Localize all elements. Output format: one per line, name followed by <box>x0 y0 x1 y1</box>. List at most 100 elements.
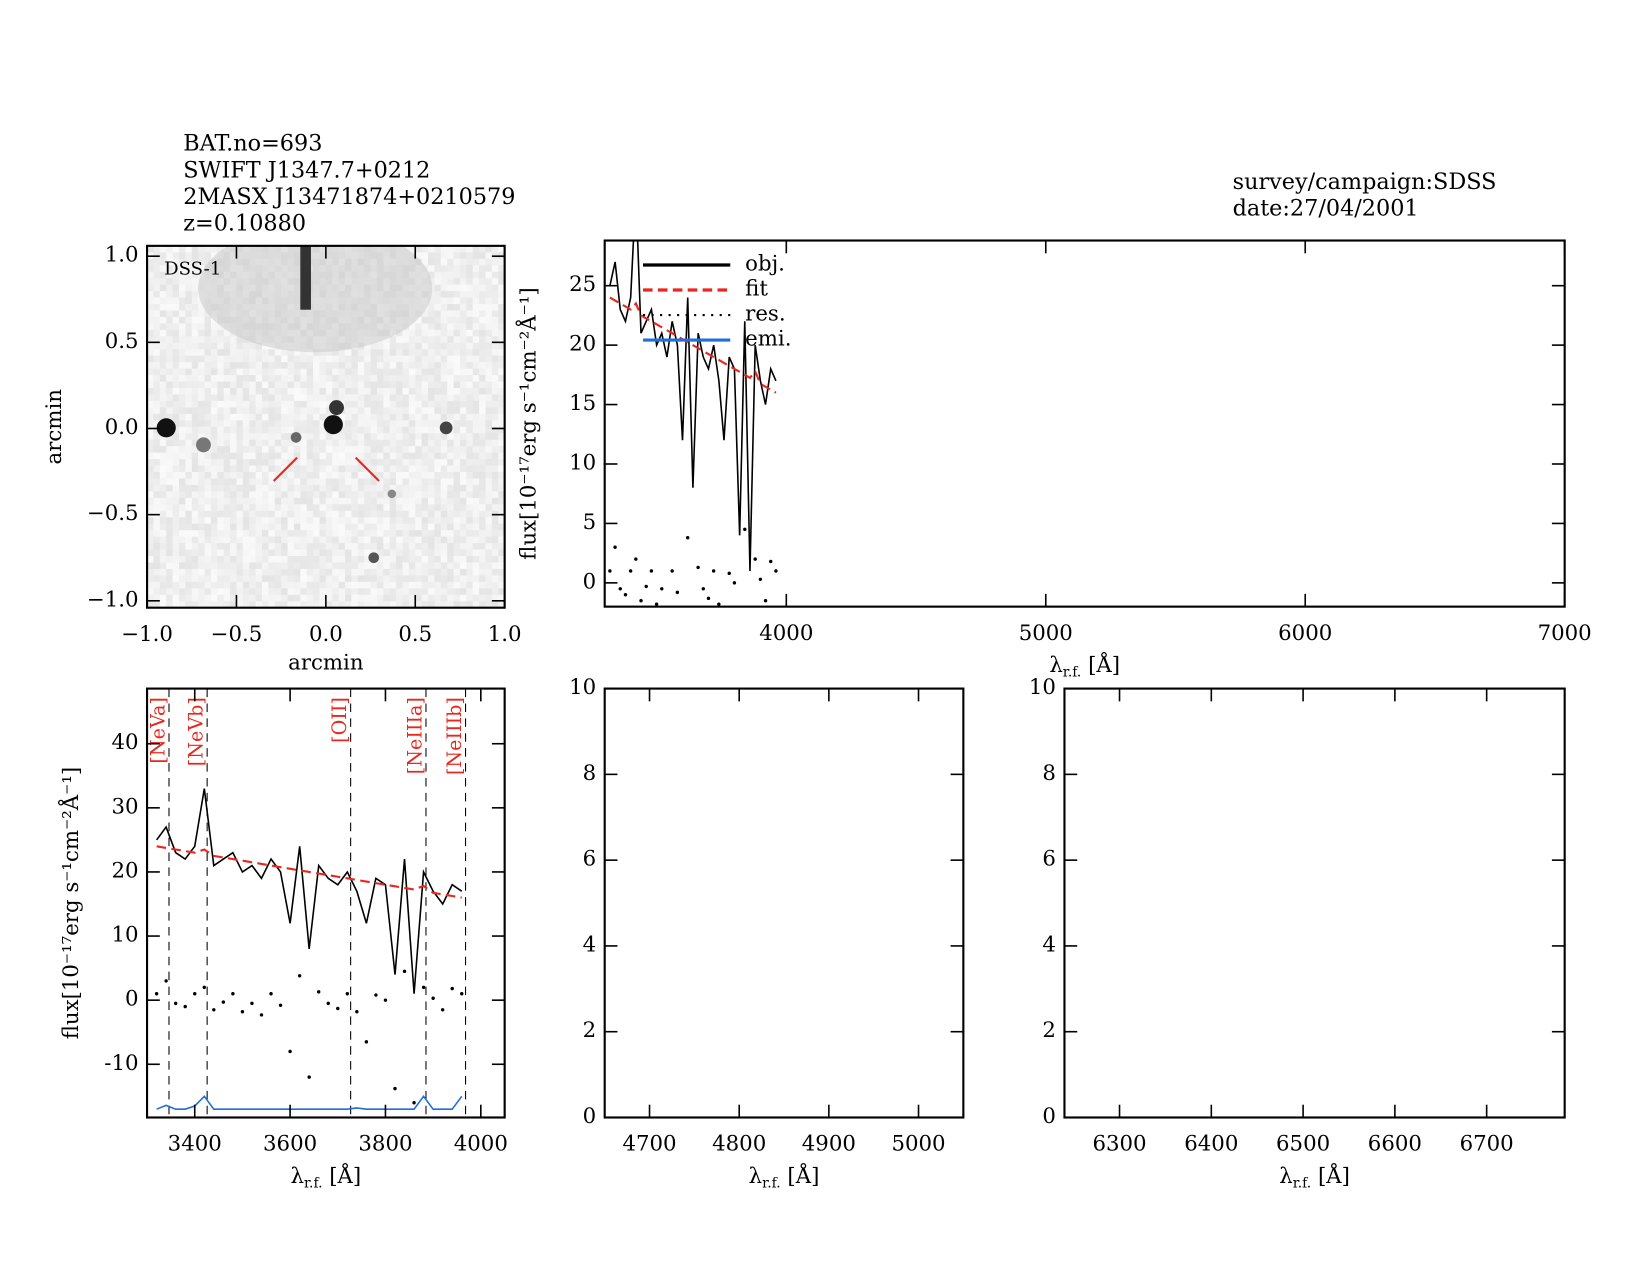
pixel <box>485 594 493 602</box>
pixel <box>313 362 321 370</box>
residual-point <box>717 602 721 606</box>
pixel <box>300 543 308 551</box>
pixel <box>447 297 455 305</box>
pixel <box>198 420 206 428</box>
pixel <box>178 426 186 434</box>
pixel <box>210 323 218 331</box>
pixel <box>147 459 154 467</box>
pixel <box>434 575 442 583</box>
pixel <box>242 362 250 370</box>
pixel <box>204 394 212 402</box>
pixel <box>396 420 404 428</box>
pixel <box>459 523 467 531</box>
pixel <box>415 433 423 441</box>
residual-point <box>696 565 700 570</box>
pixel <box>415 413 423 421</box>
pixel <box>351 413 359 421</box>
pixel <box>383 517 391 525</box>
pixel <box>191 381 199 389</box>
pixel <box>223 413 231 421</box>
pixel <box>172 433 180 441</box>
pixel <box>428 362 435 370</box>
pixel <box>447 394 455 402</box>
pixel <box>230 368 237 376</box>
pixel <box>261 504 269 512</box>
pixel <box>153 446 161 454</box>
pixel <box>153 491 161 499</box>
pixel <box>498 400 505 408</box>
residual-point <box>193 992 197 996</box>
pixel <box>274 562 282 570</box>
pixel <box>242 594 250 602</box>
pixel <box>485 459 493 467</box>
pixel <box>255 588 263 596</box>
pixel <box>453 601 461 608</box>
pixel <box>351 400 359 408</box>
pixel <box>172 291 180 299</box>
pixel <box>383 413 391 421</box>
pixel <box>383 465 391 473</box>
pixel <box>383 439 391 447</box>
residual-point <box>654 602 659 606</box>
pixel <box>498 258 505 266</box>
pixel <box>242 549 250 557</box>
pixel <box>415 342 423 350</box>
pixel <box>415 336 423 344</box>
pixel <box>204 556 212 564</box>
pixel <box>485 413 493 421</box>
pixel <box>440 556 448 564</box>
pixel <box>166 465 174 473</box>
pixel <box>281 556 289 564</box>
pixel <box>370 349 378 357</box>
pixel <box>242 420 250 428</box>
pixel <box>421 465 429 473</box>
pixel <box>159 556 167 564</box>
pixel <box>357 575 365 583</box>
pixel <box>166 601 174 608</box>
pixel <box>491 271 499 279</box>
pixel <box>408 446 416 454</box>
pixel <box>217 594 225 602</box>
pixel <box>440 304 448 311</box>
pixel <box>428 245 435 253</box>
pixel <box>153 310 161 318</box>
pixel <box>485 394 493 402</box>
pixel <box>498 497 505 505</box>
pixel <box>485 420 493 428</box>
pixel <box>479 523 487 531</box>
pixel <box>287 355 295 363</box>
pixel <box>178 439 186 447</box>
pixel <box>383 504 391 512</box>
pixel <box>415 459 423 467</box>
pixel <box>217 413 225 421</box>
pixel <box>281 381 289 389</box>
pixel <box>415 465 423 473</box>
pixel <box>159 536 167 544</box>
pixel <box>153 375 161 383</box>
x-label-unit: [Å] <box>322 1163 361 1189</box>
pixel <box>357 484 365 492</box>
pixel <box>498 355 505 363</box>
pixel <box>351 594 359 602</box>
pixel <box>364 581 372 589</box>
pixel <box>281 530 289 538</box>
pixel <box>459 297 467 305</box>
pixel <box>306 562 314 570</box>
pixel <box>332 388 340 395</box>
source <box>329 400 344 416</box>
x-label-unit: [Å] <box>1311 1163 1350 1189</box>
pixel <box>338 510 346 518</box>
pixel <box>485 355 493 363</box>
pixel <box>491 349 499 357</box>
pixel <box>319 562 327 570</box>
pixel <box>396 400 404 408</box>
pixel <box>242 472 250 479</box>
pixel <box>453 562 461 570</box>
pixel <box>223 472 231 479</box>
pixel <box>325 543 333 551</box>
y-tick-label: 8 <box>583 761 597 786</box>
pixel <box>319 420 327 428</box>
pixel <box>268 523 276 531</box>
pixel <box>332 601 340 608</box>
pixel <box>376 497 384 505</box>
